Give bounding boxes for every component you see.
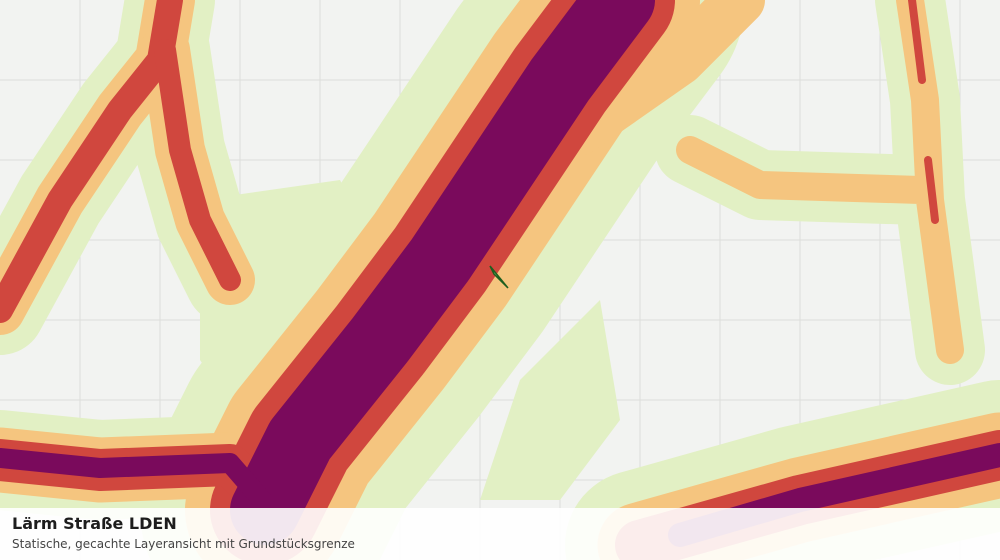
open-area-zone (200, 180, 620, 500)
layer-subtitle: Statische, gecachte Layeransicht mit Gru… (12, 537, 355, 551)
legend-footer: Lärm Straße LDEN Statische, gecachte Lay… (0, 508, 1000, 560)
main-road-purple (230, 0, 655, 545)
layer-title: Lärm Straße LDEN (12, 514, 177, 533)
northeast-road-orange (555, 0, 765, 155)
branch-road-red (154, 39, 241, 291)
parcel-boundary (489, 265, 509, 289)
west-road-purple (0, 448, 272, 510)
east-road-red (908, 0, 939, 224)
